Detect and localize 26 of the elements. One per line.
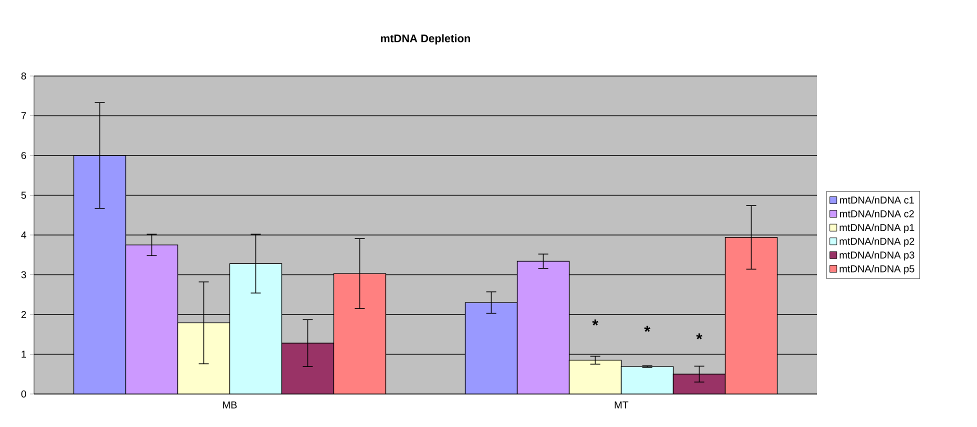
data-label: * (696, 333, 702, 340)
y-tick-label: 6 (21, 152, 26, 160)
legend-label: mtDNA/nDNA p3 (840, 251, 914, 261)
bar (568, 360, 622, 394)
legend-label: mtDNA/nDNA c1 (840, 196, 914, 204)
y-tick-label: 2 (21, 311, 26, 318)
data-label: * (592, 320, 598, 326)
bar (516, 260, 570, 394)
y-tick-label: 7 (21, 112, 26, 120)
chart-title: mtDNA Depletion (381, 34, 470, 44)
y-tick-label: 4 (21, 232, 26, 238)
bar (125, 244, 178, 394)
legend-label: mtDNA/nDNA p2 (840, 237, 914, 247)
data-label: * (644, 326, 650, 332)
y-tick-label: 1 (22, 350, 26, 358)
legend-label: mtDNA/nDNA p1 (840, 224, 914, 234)
legend-label: mtDNA/nDNA c2 (840, 210, 914, 218)
y-tick-label: 8 (21, 72, 26, 80)
y-tick-label: 3 (21, 271, 26, 278)
x-tick-label: MB (223, 402, 237, 408)
legend-label: mtDNA/nDNA p5 (840, 264, 914, 274)
bar (229, 263, 282, 394)
y-tick-label: 0 (21, 390, 26, 398)
bar (620, 366, 674, 394)
x-tick-label: MT (614, 402, 628, 408)
y-tick-label: 5 (21, 192, 26, 199)
